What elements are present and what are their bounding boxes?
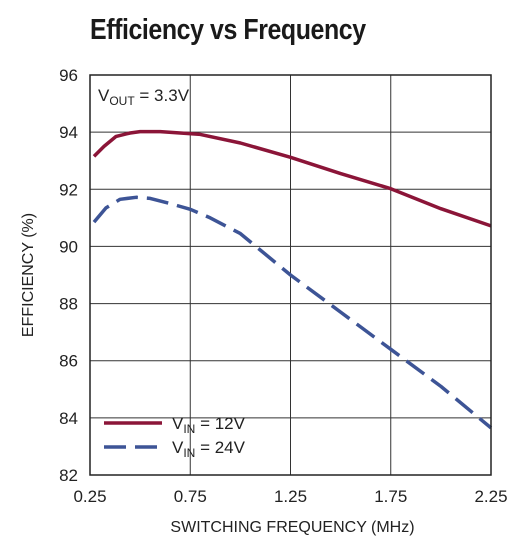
- y-tick-labels: 82 84 86 88 90 92 94 96: [59, 66, 78, 485]
- series-line: [92, 129, 492, 228]
- x-tick-label: 1.75: [374, 487, 407, 506]
- y-tick-label: 84: [59, 409, 78, 428]
- y-tick-label: 86: [59, 352, 78, 371]
- y-tick-label: 94: [59, 123, 78, 142]
- y-tick-label: 96: [59, 66, 78, 85]
- y-tick-label: 82: [59, 466, 78, 485]
- legend-label: VIN = 24V: [172, 438, 246, 460]
- series-line: [92, 195, 493, 430]
- x-tick-label: 1.25: [274, 487, 307, 506]
- y-tick-label: 88: [59, 295, 78, 314]
- plot-frame: [89, 74, 492, 476]
- x-tick-labels: 0.25 0.75 1.25 1.75 2.25: [73, 487, 507, 506]
- x-axis-label: SWITCHING FREQUENCY (MHz): [170, 519, 414, 536]
- vout-annotation: VOUT = 3.3V: [98, 86, 190, 108]
- chart-title: Efficiency vs Frequency: [90, 14, 366, 46]
- x-tick-label: 2.25: [474, 487, 507, 506]
- y-axis-label: EFFICIENCY (%): [20, 213, 37, 337]
- y-tick-label: 92: [59, 180, 78, 199]
- y-tick-label: 90: [59, 237, 78, 256]
- vout-label: VOUT = 3.3V: [98, 86, 190, 108]
- x-tick-label: 0.75: [174, 487, 207, 506]
- x-tick-label: 0.25: [73, 487, 106, 506]
- legend-label: VIN = 12V: [172, 414, 246, 436]
- series-layer: [92, 129, 493, 430]
